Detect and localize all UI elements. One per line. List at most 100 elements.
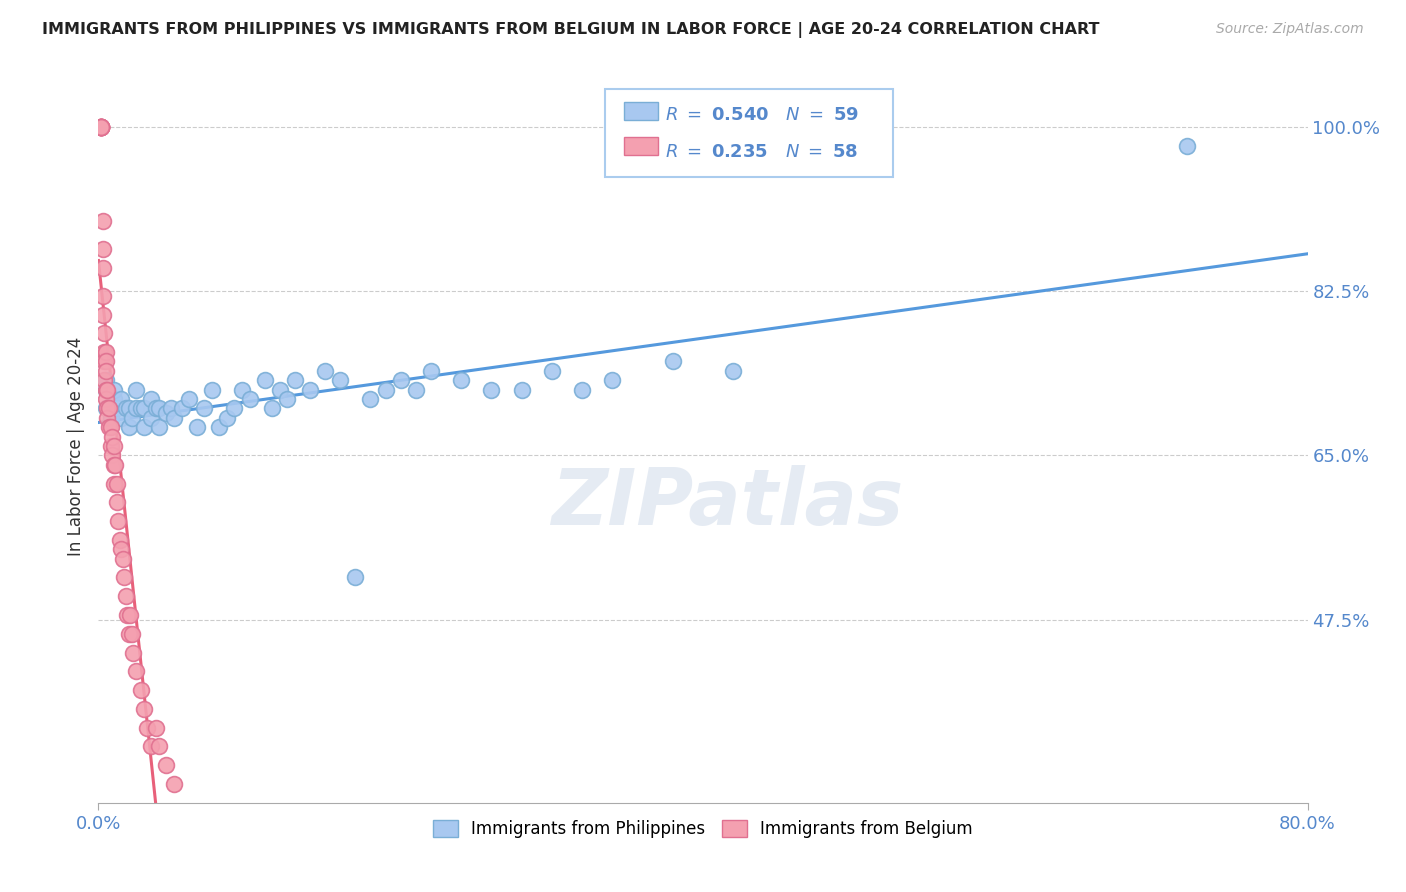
- Point: [121, 410, 143, 425]
- Point: [170, 401, 193, 416]
- Point: [93, 373, 115, 387]
- Point: [114, 401, 136, 416]
- Point: [141, 410, 163, 425]
- Text: IMMIGRANTS FROM PHILIPPINES VS IMMIGRANTS FROM BELGIUM IN LABOR FORCE | AGE 20-2: IMMIGRANTS FROM PHILIPPINES VS IMMIGRANT…: [42, 22, 1099, 38]
- Point: [208, 420, 231, 434]
- Point: [90, 120, 112, 134]
- Point: [132, 401, 155, 416]
- Point: [121, 627, 143, 641]
- Point: [269, 383, 291, 397]
- Point: [481, 383, 503, 397]
- Point: [90, 120, 112, 134]
- Point: [239, 392, 262, 406]
- Point: [94, 392, 117, 406]
- Point: [299, 383, 322, 397]
- Point: [110, 542, 132, 557]
- Point: [94, 373, 117, 387]
- Point: [94, 383, 117, 397]
- Point: [201, 383, 224, 397]
- Point: [148, 739, 170, 754]
- Point: [118, 627, 141, 641]
- Point: [118, 401, 141, 416]
- Point: [90, 120, 112, 134]
- Point: [96, 401, 118, 416]
- Point: [114, 589, 136, 603]
- Point: [90, 120, 112, 134]
- Point: [186, 420, 208, 434]
- Point: [120, 607, 142, 622]
- Point: [193, 401, 215, 416]
- Point: [91, 213, 114, 227]
- Point: [94, 364, 117, 378]
- Point: [100, 420, 122, 434]
- Point: [90, 120, 112, 134]
- Point: [155, 758, 177, 772]
- Point: [723, 364, 745, 378]
- Point: [103, 392, 125, 406]
- Point: [98, 420, 121, 434]
- Point: [125, 383, 148, 397]
- Point: [93, 354, 115, 368]
- Point: [93, 326, 115, 341]
- Point: [90, 120, 112, 134]
- Text: $R\ =\ \mathbf{0.540}$$\quad N\ =\ \mathbf{59}$: $R\ =\ \mathbf{0.540}$$\quad N\ =\ \math…: [665, 106, 859, 124]
- Point: [540, 364, 562, 378]
- Point: [602, 373, 624, 387]
- Point: [115, 607, 138, 622]
- Point: [94, 354, 117, 368]
- Point: [108, 533, 131, 547]
- Point: [90, 120, 112, 134]
- Point: [93, 345, 115, 359]
- Point: [91, 289, 114, 303]
- Point: [510, 383, 533, 397]
- Point: [111, 551, 134, 566]
- Point: [110, 392, 132, 406]
- Point: [118, 420, 141, 434]
- Point: [374, 383, 396, 397]
- Point: [276, 392, 298, 406]
- Point: [122, 646, 145, 660]
- Point: [96, 383, 118, 397]
- Point: [160, 401, 183, 416]
- Point: [129, 401, 152, 416]
- Text: Source: ZipAtlas.com: Source: ZipAtlas.com: [1216, 22, 1364, 37]
- Point: [231, 383, 253, 397]
- Point: [253, 373, 276, 387]
- Point: [224, 401, 246, 416]
- Point: [107, 514, 129, 528]
- Point: [98, 401, 121, 416]
- Point: [100, 439, 122, 453]
- Point: [1175, 138, 1198, 153]
- Point: [100, 410, 122, 425]
- Y-axis label: In Labor Force | Age 20-24: In Labor Force | Age 20-24: [66, 336, 84, 556]
- Point: [103, 439, 125, 453]
- Point: [132, 420, 155, 434]
- Point: [94, 401, 117, 416]
- Point: [163, 410, 186, 425]
- Point: [329, 373, 352, 387]
- Point: [91, 260, 114, 275]
- Point: [284, 373, 307, 387]
- Point: [314, 364, 336, 378]
- Point: [262, 401, 284, 416]
- Point: [104, 458, 127, 472]
- Point: [360, 392, 382, 406]
- Text: $R\ =\ \mathbf{0.235}$$\quad N\ =\ \mathbf{58}$: $R\ =\ \mathbf{0.235}$$\quad N\ =\ \math…: [665, 143, 858, 161]
- Point: [94, 383, 117, 397]
- Point: [163, 777, 186, 791]
- Point: [389, 373, 412, 387]
- Point: [101, 429, 124, 443]
- Point: [141, 392, 163, 406]
- Point: [155, 406, 177, 420]
- Point: [103, 458, 125, 472]
- Point: [661, 354, 683, 368]
- Point: [91, 308, 114, 322]
- Point: [90, 120, 112, 134]
- Point: [405, 383, 427, 397]
- Point: [129, 683, 152, 698]
- Point: [148, 420, 170, 434]
- Text: ZIPatlas: ZIPatlas: [551, 465, 903, 541]
- Point: [94, 345, 117, 359]
- Point: [105, 401, 128, 416]
- Point: [125, 401, 148, 416]
